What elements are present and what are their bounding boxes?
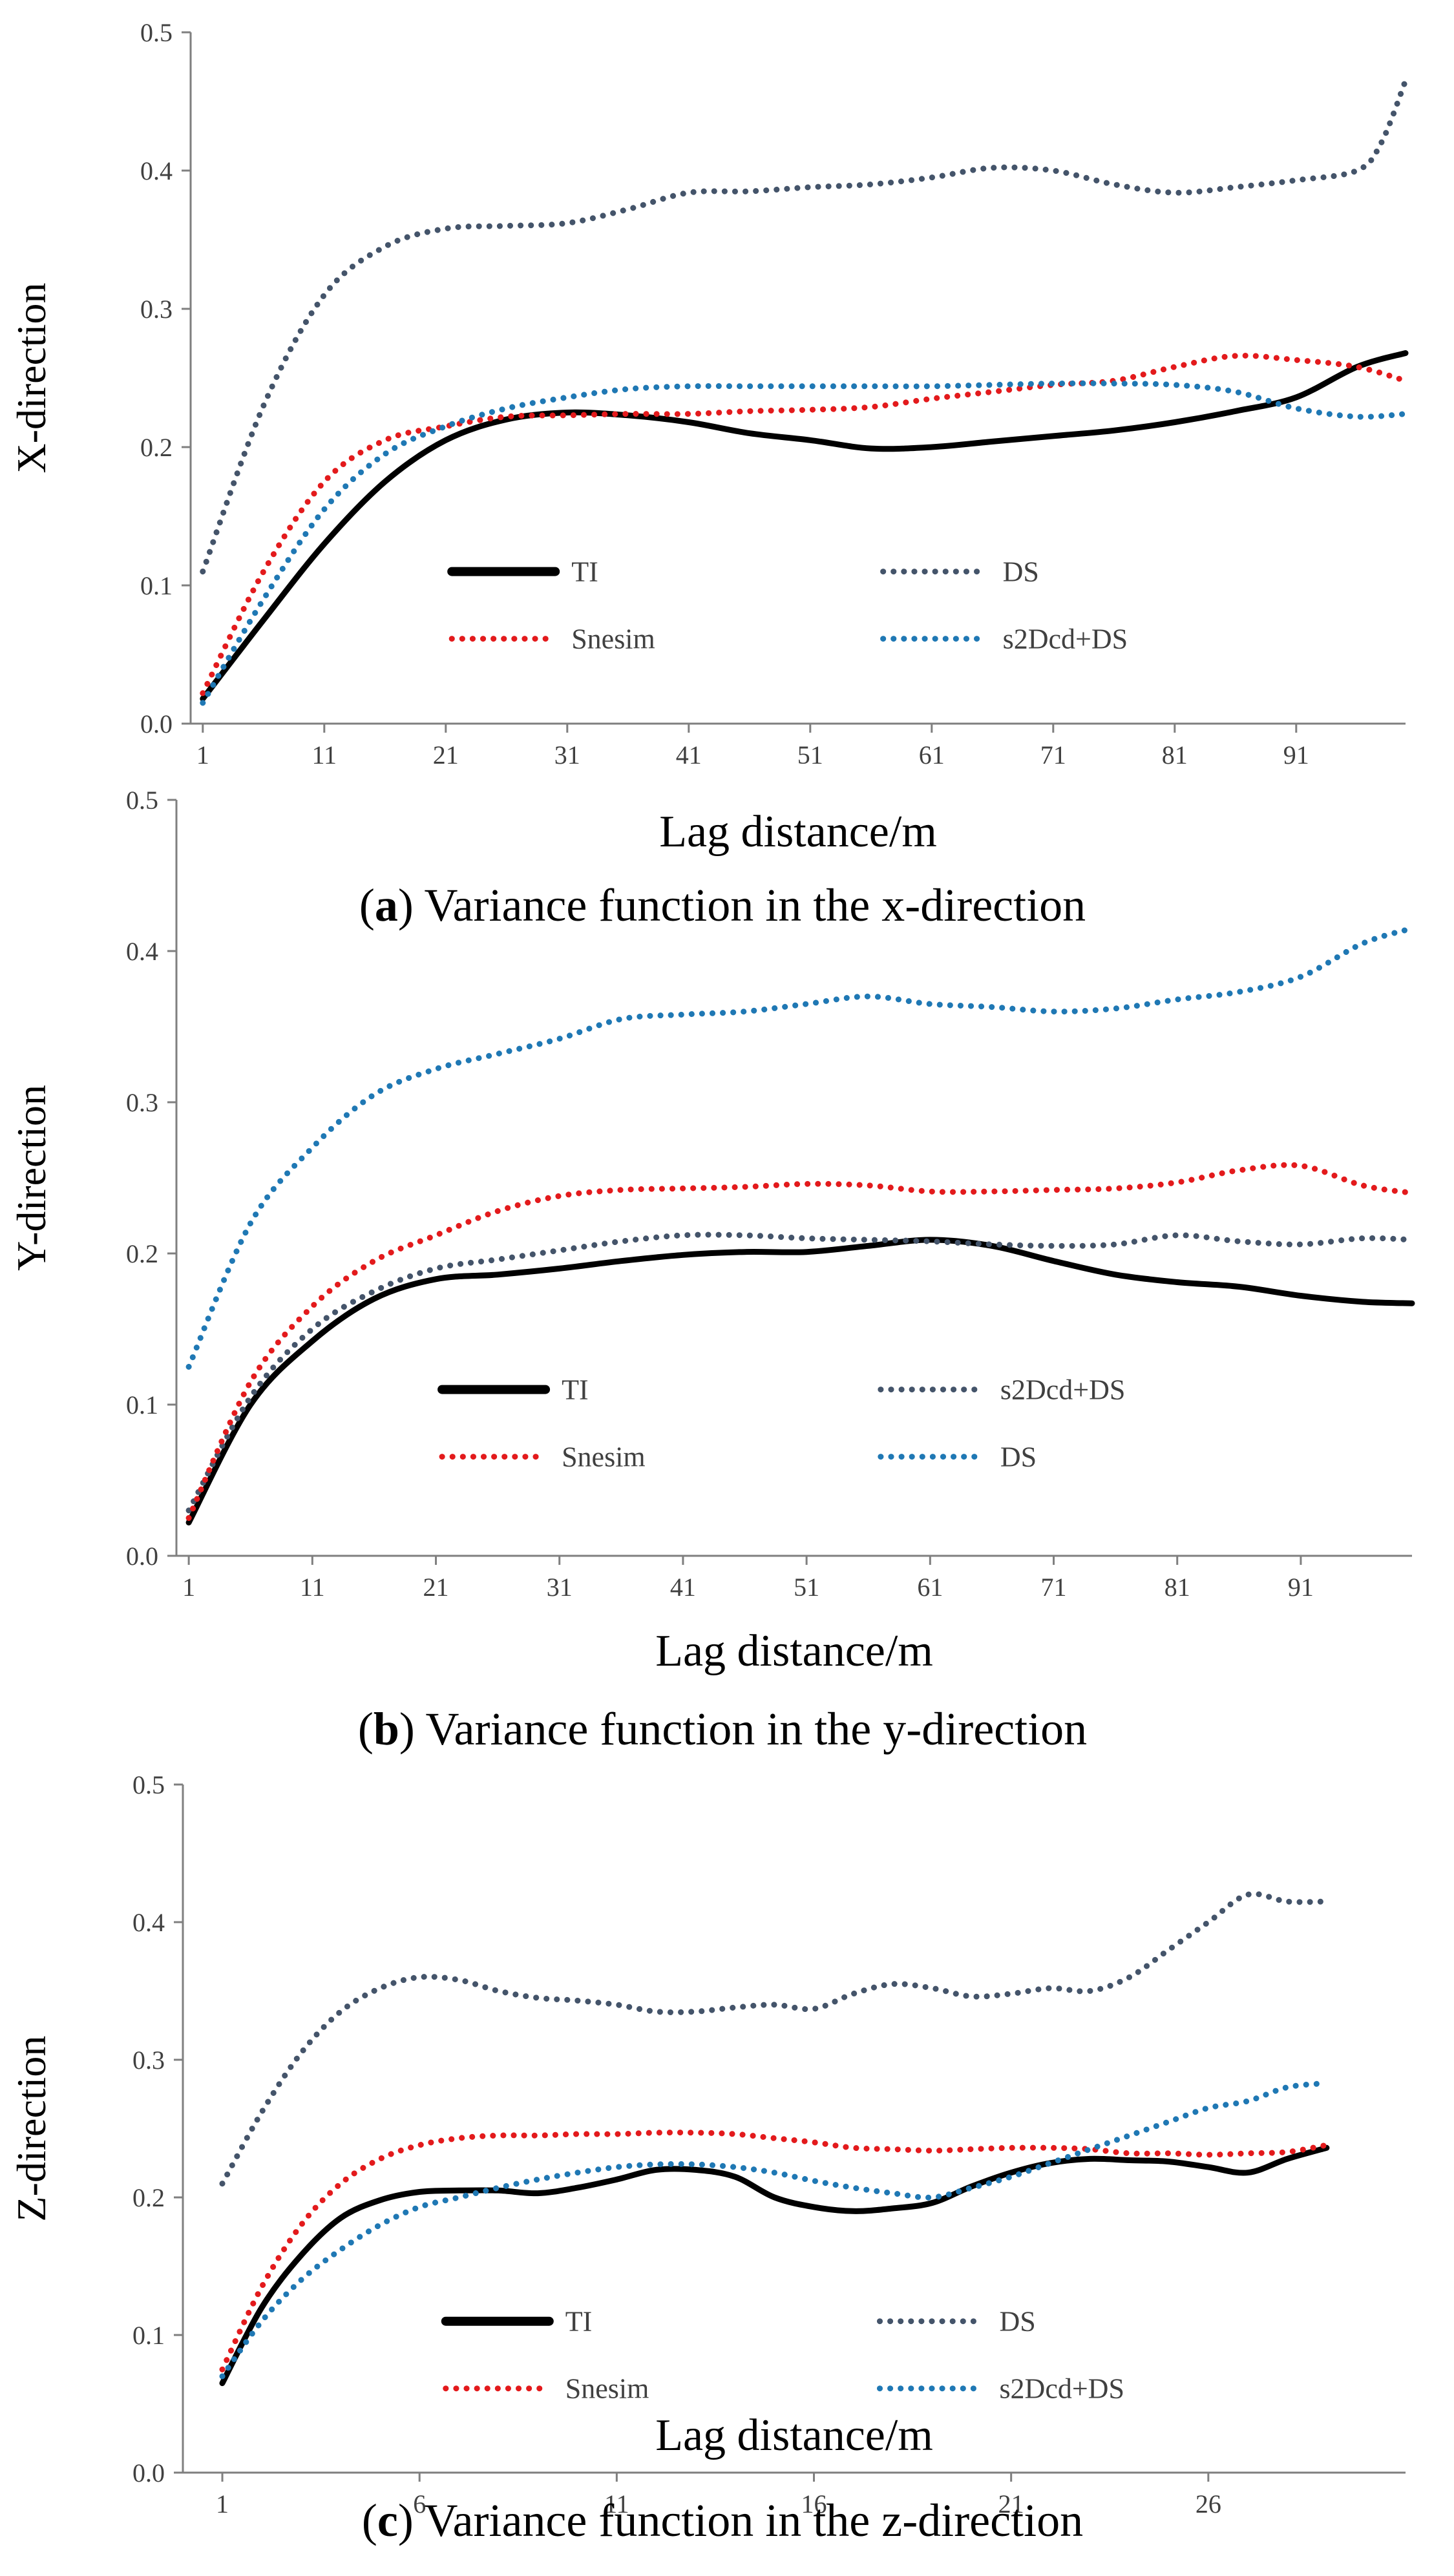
- x-tick-label: 71: [1041, 1573, 1067, 1602]
- series-line-ti: [219, 2144, 1330, 2387]
- legend: TI DS Snesim s2Dcd+DS: [441, 2306, 1124, 2405]
- legend-label: DS: [999, 2306, 1035, 2338]
- legend-label: TI: [562, 1374, 589, 1406]
- x-tick-label: 11: [312, 740, 337, 770]
- y-axis-title: Y-direction: [8, 1085, 54, 1271]
- x-tick-label: 21: [998, 2489, 1024, 2518]
- y-tick-label: 0.4: [140, 156, 173, 185]
- x-tick-label: 21: [433, 740, 459, 770]
- x-tick-label: 61: [919, 740, 945, 770]
- series-line-ti: [200, 350, 1409, 702]
- x-tick-label: 6: [413, 2489, 426, 2518]
- series-line-snesim: [219, 2130, 1330, 2372]
- x-tick-label: 91: [1283, 740, 1309, 770]
- legend-label: DS: [1003, 556, 1039, 588]
- y-axis-title: Z-direction: [8, 2036, 54, 2222]
- legend-label: Snesim: [571, 623, 655, 655]
- x-tick-label: 51: [794, 1573, 819, 1602]
- x-axis-title: Lag distance/m: [659, 807, 937, 857]
- series-line-s2dcd-ds: [185, 1231, 1415, 1514]
- y-tick-label: 0.0: [126, 1542, 158, 1571]
- legend-label: Snesim: [565, 2373, 649, 2405]
- x-tick-label: 81: [1162, 740, 1188, 770]
- series-line-s2dcd-ds: [219, 2080, 1330, 2380]
- legend-label: Snesim: [562, 1441, 646, 1473]
- x-tick-label: 41: [670, 1573, 696, 1602]
- x-tick-label: 81: [1164, 1573, 1190, 1602]
- x-tick-label: 51: [797, 740, 823, 770]
- y-tick-label: 0.2: [140, 433, 173, 462]
- y-tick-label: 0.3: [132, 2046, 165, 2075]
- x-tick-label: 16: [801, 2489, 827, 2518]
- y-tick-label: 0.3: [126, 1088, 158, 1117]
- series-line-snesim: [185, 1162, 1415, 1521]
- y-tick-label: 0.1: [126, 1390, 158, 1419]
- y-tick-label: 0.1: [140, 571, 173, 600]
- x-tick-label: 11: [300, 1573, 325, 1602]
- y-tick-label: 0.0: [132, 2458, 165, 2487]
- y-tick-label: 0.4: [132, 1908, 165, 1937]
- series-line-ds: [185, 925, 1415, 1370]
- legend-label: TI: [565, 2306, 593, 2338]
- x-tick-label: 91: [1288, 1573, 1314, 1602]
- y-tick-label: 0.1: [132, 2321, 165, 2350]
- x-tick-label: 1: [196, 740, 209, 770]
- y-tick-label: 0.0: [140, 709, 173, 738]
- series-line-snesim: [200, 352, 1409, 696]
- panel-caption: (b) Variance function in the y-direction: [358, 1703, 1087, 1755]
- x-tick-label: 41: [676, 740, 702, 770]
- legend-label: s2Dcd+DS: [1003, 623, 1128, 655]
- x-tick-label: 11: [604, 2489, 629, 2518]
- panel-caption: (c) Variance function in the z-direction: [362, 2495, 1083, 2546]
- x-tick-label: 61: [917, 1573, 943, 1602]
- series-line-ds: [200, 78, 1409, 575]
- series-line-ti: [185, 1237, 1415, 1525]
- legend-label: s2Dcd+DS: [1000, 1374, 1126, 1406]
- y-tick-label: 0.5: [140, 18, 173, 47]
- series-line-ds: [219, 1890, 1330, 2187]
- x-tick-label: 31: [547, 1573, 573, 1602]
- x-tick-label: 1: [216, 2489, 229, 2518]
- x-tick-label: 71: [1040, 740, 1066, 770]
- x-tick-label: 26: [1196, 2489, 1221, 2518]
- y-tick-label: 0.2: [126, 1239, 158, 1268]
- legend-label: s2Dcd+DS: [999, 2373, 1124, 2405]
- y-tick-label: 0.5: [126, 786, 158, 815]
- y-tick-label: 0.2: [132, 2183, 165, 2212]
- panel-caption: (a) Variance function in the x-direction: [359, 879, 1086, 931]
- x-tick-label: 1: [182, 1573, 195, 1602]
- y-axis-title: X-direction: [8, 283, 54, 474]
- x-axis-title: Lag distance/m: [655, 2411, 933, 2460]
- legend: TI DS Snesim s2Dcd+DS: [447, 556, 1128, 655]
- x-axis-title: Lag distance/m: [655, 1626, 933, 1676]
- legend-label: TI: [571, 556, 598, 588]
- x-tick-label: 21: [423, 1573, 449, 1602]
- y-tick-label: 0.4: [126, 937, 158, 966]
- y-tick-label: 0.3: [140, 295, 173, 324]
- legend: TI s2Dcd+DS Snesim DS: [437, 1374, 1126, 1473]
- legend-label: DS: [1000, 1441, 1037, 1473]
- y-tick-label: 0.5: [132, 1770, 165, 1799]
- x-tick-label: 31: [554, 740, 580, 770]
- series-line-s2dcd-ds: [200, 380, 1409, 706]
